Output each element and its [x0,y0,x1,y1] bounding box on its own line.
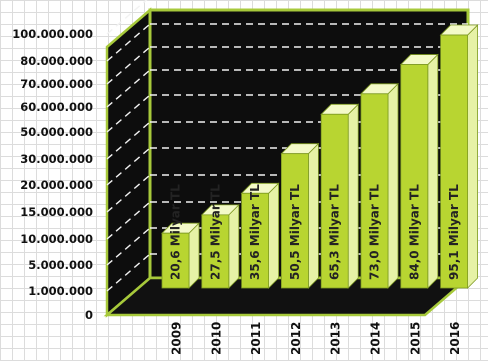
x-axis: 2009 2010 2011 2012 2013 2014 2015 2016 [170,322,463,355]
y-tick-label: 15.000.000 [20,205,93,219]
bar-front [280,153,309,289]
gridline-left [106,253,151,292]
bar-front [400,64,429,289]
y-tick-label: 50.000.000 [20,125,93,139]
x-tick-label: 2010 [209,322,223,355]
bar-2015: 84,0 Milyar TL [399,53,439,289]
bar-side [188,222,200,289]
gridline-left [106,227,151,266]
y-tick-label: 100.000.000 [12,27,93,41]
y-tick-label: 5.000.000 [28,258,93,272]
bar-2013: 65,3 Milyar TL [320,103,360,289]
bar-front [320,113,349,289]
gridline-left [106,174,151,213]
bar-2009: 20,6 Milyar TL [161,184,200,289]
bar-side [427,53,439,289]
bar-2010: 27,5 Milyar TL [200,184,240,289]
y-tick-label: 30.000.000 [20,152,93,166]
gridline-left [106,94,151,133]
x-tick-label: 2012 [289,322,303,355]
bar-side [268,182,280,289]
gridline-left [106,0,148,35]
bar-side [387,82,399,289]
bar-front [440,34,469,289]
x-tick-label: 2011 [249,322,263,355]
bar-side [307,142,319,289]
bar-data-label: 84,0 Milyar TL [407,184,421,280]
x-tick-label: 2014 [369,322,383,355]
y-tick-label: 80.000.000 [20,54,93,68]
x-tick-label: 2015 [408,322,422,355]
x-tick-label: 2013 [329,322,343,355]
gridline-left [106,201,151,240]
bar-data-label: 50,5 Milyar TL [288,184,302,280]
bars: 20,6 Milyar TL 27,5 Milyar TL 35,6 Milyar … [161,24,479,289]
bar-data-label: 95,1 Milyar TL [447,184,461,280]
y-tick-label: 20.000.000 [20,178,93,192]
bar-2016: 95,1 Milyar TL [439,24,479,289]
y-tick-label: 70.000.000 [20,77,93,91]
gridline-left [106,121,151,160]
bar-front [241,192,270,289]
bar-data-label: 35,6 Milyar TL [248,184,262,280]
gridline-left [106,69,151,108]
x-tick-label: 2016 [448,322,462,355]
y-tick-label: 1.000.000 [28,284,93,298]
bar-2014: 73,0 Milyar TL [360,82,399,289]
bar-side [347,103,359,289]
gridline-left [106,147,151,186]
y-tick-label: 10.000.000 [20,232,93,246]
bar-side [467,24,479,289]
left-wall [105,7,152,318]
bar-data-label: 20,6 Milyar TL [169,184,183,280]
bar-data-label: 65,3 Milyar TL [328,184,342,280]
bar-front [161,232,190,289]
y-tick-label: 60.000.000 [20,100,93,114]
y-axis: 0 1.000.000 5.000.000 10.000.000 15.000.000 2… [12,27,93,322]
bar-side [228,203,240,289]
gridline-left [106,46,151,85]
x-tick-label: 2009 [170,322,184,355]
bar-data-label: 27,5 Milyar TL [208,184,222,280]
bar-2011: 35,6 Milyar TL [240,182,280,289]
bar-data-label: 73,0 Milyar TL [368,184,382,280]
bar-front [360,93,389,289]
bar-2012: 50,5 Milyar TL [280,142,320,289]
bar-front [201,214,230,289]
gridline-left [106,23,151,62]
y-tick-label: 0 [85,308,93,322]
